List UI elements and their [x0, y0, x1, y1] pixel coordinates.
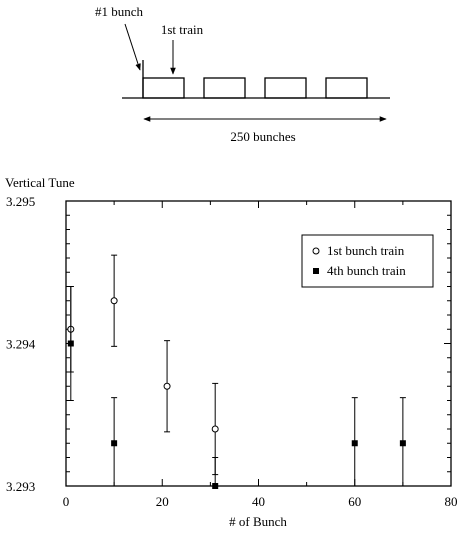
legend-marker-1st-train — [312, 247, 320, 255]
series-1 — [67, 254, 219, 476]
train-box-4 — [325, 77, 368, 99]
x-tick-label: 80 — [445, 494, 458, 509]
tune-chart: Vertical Tune 0 20 40 60 80 3.2933.2943.295 … — [5, 175, 458, 529]
train-box-2 — [203, 77, 246, 99]
point-filled-square — [399, 440, 406, 447]
axis-ticks — [65, 200, 452, 487]
point-filled-square — [67, 340, 74, 347]
first-bunch-arrow — [124, 23, 141, 71]
train-box-1 — [142, 77, 185, 99]
data-series — [67, 254, 406, 489]
point-filled-square — [351, 440, 358, 447]
legend-box — [301, 234, 434, 288]
y-tick-label: 3.295 — [6, 194, 35, 209]
series-2 — [67, 286, 406, 489]
legend-label-1st-train: 1st bunch train — [327, 243, 405, 258]
legend-marker-4th-train — [313, 268, 319, 274]
first-bunch-label: #1 bunch — [95, 4, 144, 19]
y-tick-label: 3.293 — [6, 479, 35, 494]
y-tick-labels: 3.293 3.294 3.295 — [6, 194, 36, 494]
bunch-train-schematic: #1 bunch 1st train 250 bunches — [95, 4, 390, 144]
x-tick-label: 40 — [252, 494, 265, 509]
span-label: 250 bunches — [230, 129, 295, 144]
x-tick-label: 20 — [156, 494, 169, 509]
first-train-label: 1st train — [161, 22, 204, 37]
y-axis-label: Vertical Tune — [5, 175, 75, 190]
x-axis-label: # of Bunch — [229, 514, 287, 529]
train-box-3 — [264, 77, 307, 99]
x-tick-labels: 0 20 40 60 80 — [63, 494, 458, 509]
legend: 1st bunch train 4th bunch train — [301, 234, 434, 288]
x-tick-label: 0 — [63, 494, 70, 509]
y-tick-label: 3.294 — [6, 337, 36, 352]
x-tick-label: 60 — [348, 494, 361, 509]
legend-label-4th-train: 4th bunch train — [327, 263, 406, 278]
point-filled-square — [212, 483, 219, 489]
point-open-circle — [163, 382, 171, 390]
point-open-circle — [211, 425, 219, 433]
point-open-circle — [110, 297, 118, 305]
point-filled-square — [111, 440, 118, 447]
